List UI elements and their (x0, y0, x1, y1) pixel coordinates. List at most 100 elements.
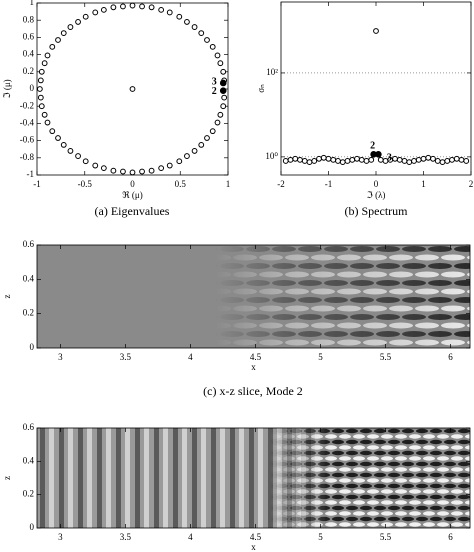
point (176, 13, 183, 20)
x-tick-label: 4.5 (250, 532, 262, 542)
point (129, 2, 136, 9)
y-tick-label: 0 (30, 522, 35, 532)
x-tick-label: 5 (318, 352, 323, 362)
plot-frame (36, 2, 229, 176)
point (38, 103, 45, 110)
point (209, 128, 216, 135)
point (36, 86, 43, 92)
x-axis-label: x (251, 542, 256, 552)
caption: (b) Spectrum (345, 204, 409, 218)
point (176, 158, 183, 165)
x-axis-label: x (251, 362, 256, 372)
point (184, 153, 190, 159)
x-tick-label: 1 (421, 179, 426, 189)
point (221, 94, 228, 101)
y-tick-label: 0.4 (23, 273, 35, 283)
x-tick-label: -1 (325, 179, 333, 189)
point (37, 94, 44, 101)
x-tick-label: 5.5 (380, 352, 392, 362)
point (430, 155, 436, 162)
point (191, 148, 198, 154)
y-tick-label: 10⁰ (265, 151, 278, 161)
point (415, 156, 422, 163)
caption: (c) x-z slice, Mode 2 (203, 384, 303, 398)
x-tick-label: 4.5 (250, 352, 262, 362)
x-tick-label: 5.5 (380, 532, 392, 542)
point (55, 37, 61, 43)
point (434, 158, 441, 164)
point (184, 19, 190, 25)
y-tick-label: 0 (30, 83, 35, 93)
point (406, 159, 413, 166)
point (282, 158, 289, 164)
point (67, 148, 74, 154)
x-tick-label: 3 (58, 532, 63, 542)
point (75, 153, 81, 159)
annotation: 2 (370, 141, 375, 152)
point (214, 52, 221, 59)
plot-frame (36, 427, 471, 529)
point (354, 155, 360, 162)
point (358, 156, 365, 163)
field-image-d (37, 428, 470, 528)
annotation: 3 (387, 153, 392, 164)
point (148, 4, 155, 11)
x-tick-label: 5 (318, 532, 323, 542)
point (120, 168, 126, 175)
point (444, 158, 451, 164)
point (330, 156, 337, 163)
y-tick-label: -0.8 (20, 152, 35, 162)
point (75, 19, 81, 25)
point (209, 43, 216, 50)
point (158, 165, 165, 172)
point (325, 155, 332, 162)
point (425, 154, 432, 161)
point (217, 111, 224, 118)
point (166, 162, 173, 169)
point (363, 158, 370, 164)
point (377, 156, 384, 163)
x-axis-label: ℜ (μ) (122, 190, 142, 200)
x-tick-label: -2 (277, 179, 285, 189)
point (220, 103, 227, 110)
point (129, 169, 136, 176)
field-image-c (37, 245, 470, 348)
point (449, 156, 455, 163)
y-tick-label: -0.6 (20, 135, 35, 145)
y-tick-label: 0 (30, 342, 35, 352)
x-tick-label: 0 (374, 179, 379, 189)
point (311, 158, 318, 164)
x-tick-label: 3.5 (120, 352, 132, 362)
point (368, 156, 375, 163)
point (129, 86, 136, 92)
point (82, 158, 89, 165)
point (344, 158, 351, 164)
x-tick-label: -1 (33, 179, 41, 189)
x-tick-label: 3.5 (120, 532, 132, 542)
point (41, 60, 48, 67)
point (214, 119, 221, 126)
point (100, 165, 107, 172)
plot-frame (280, 1, 472, 176)
point (401, 158, 408, 164)
point (49, 128, 56, 135)
x-tick-label: -0.5 (78, 179, 93, 189)
y-tick-label: 0.6 (23, 239, 35, 249)
point (320, 154, 327, 161)
y-tick-label: 0.8 (23, 14, 35, 24)
point (139, 3, 145, 10)
point (191, 24, 198, 30)
point (396, 156, 403, 163)
y-tick-label: 0.6 (23, 31, 35, 41)
point (120, 3, 126, 10)
annotation: 2 (212, 86, 217, 97)
point (92, 9, 99, 16)
point (439, 159, 446, 166)
x-tick-label: 0 (130, 179, 135, 189)
point (339, 159, 346, 166)
point (375, 151, 382, 158)
point (198, 30, 205, 36)
point (148, 167, 155, 174)
point (301, 158, 308, 164)
point (335, 158, 341, 164)
